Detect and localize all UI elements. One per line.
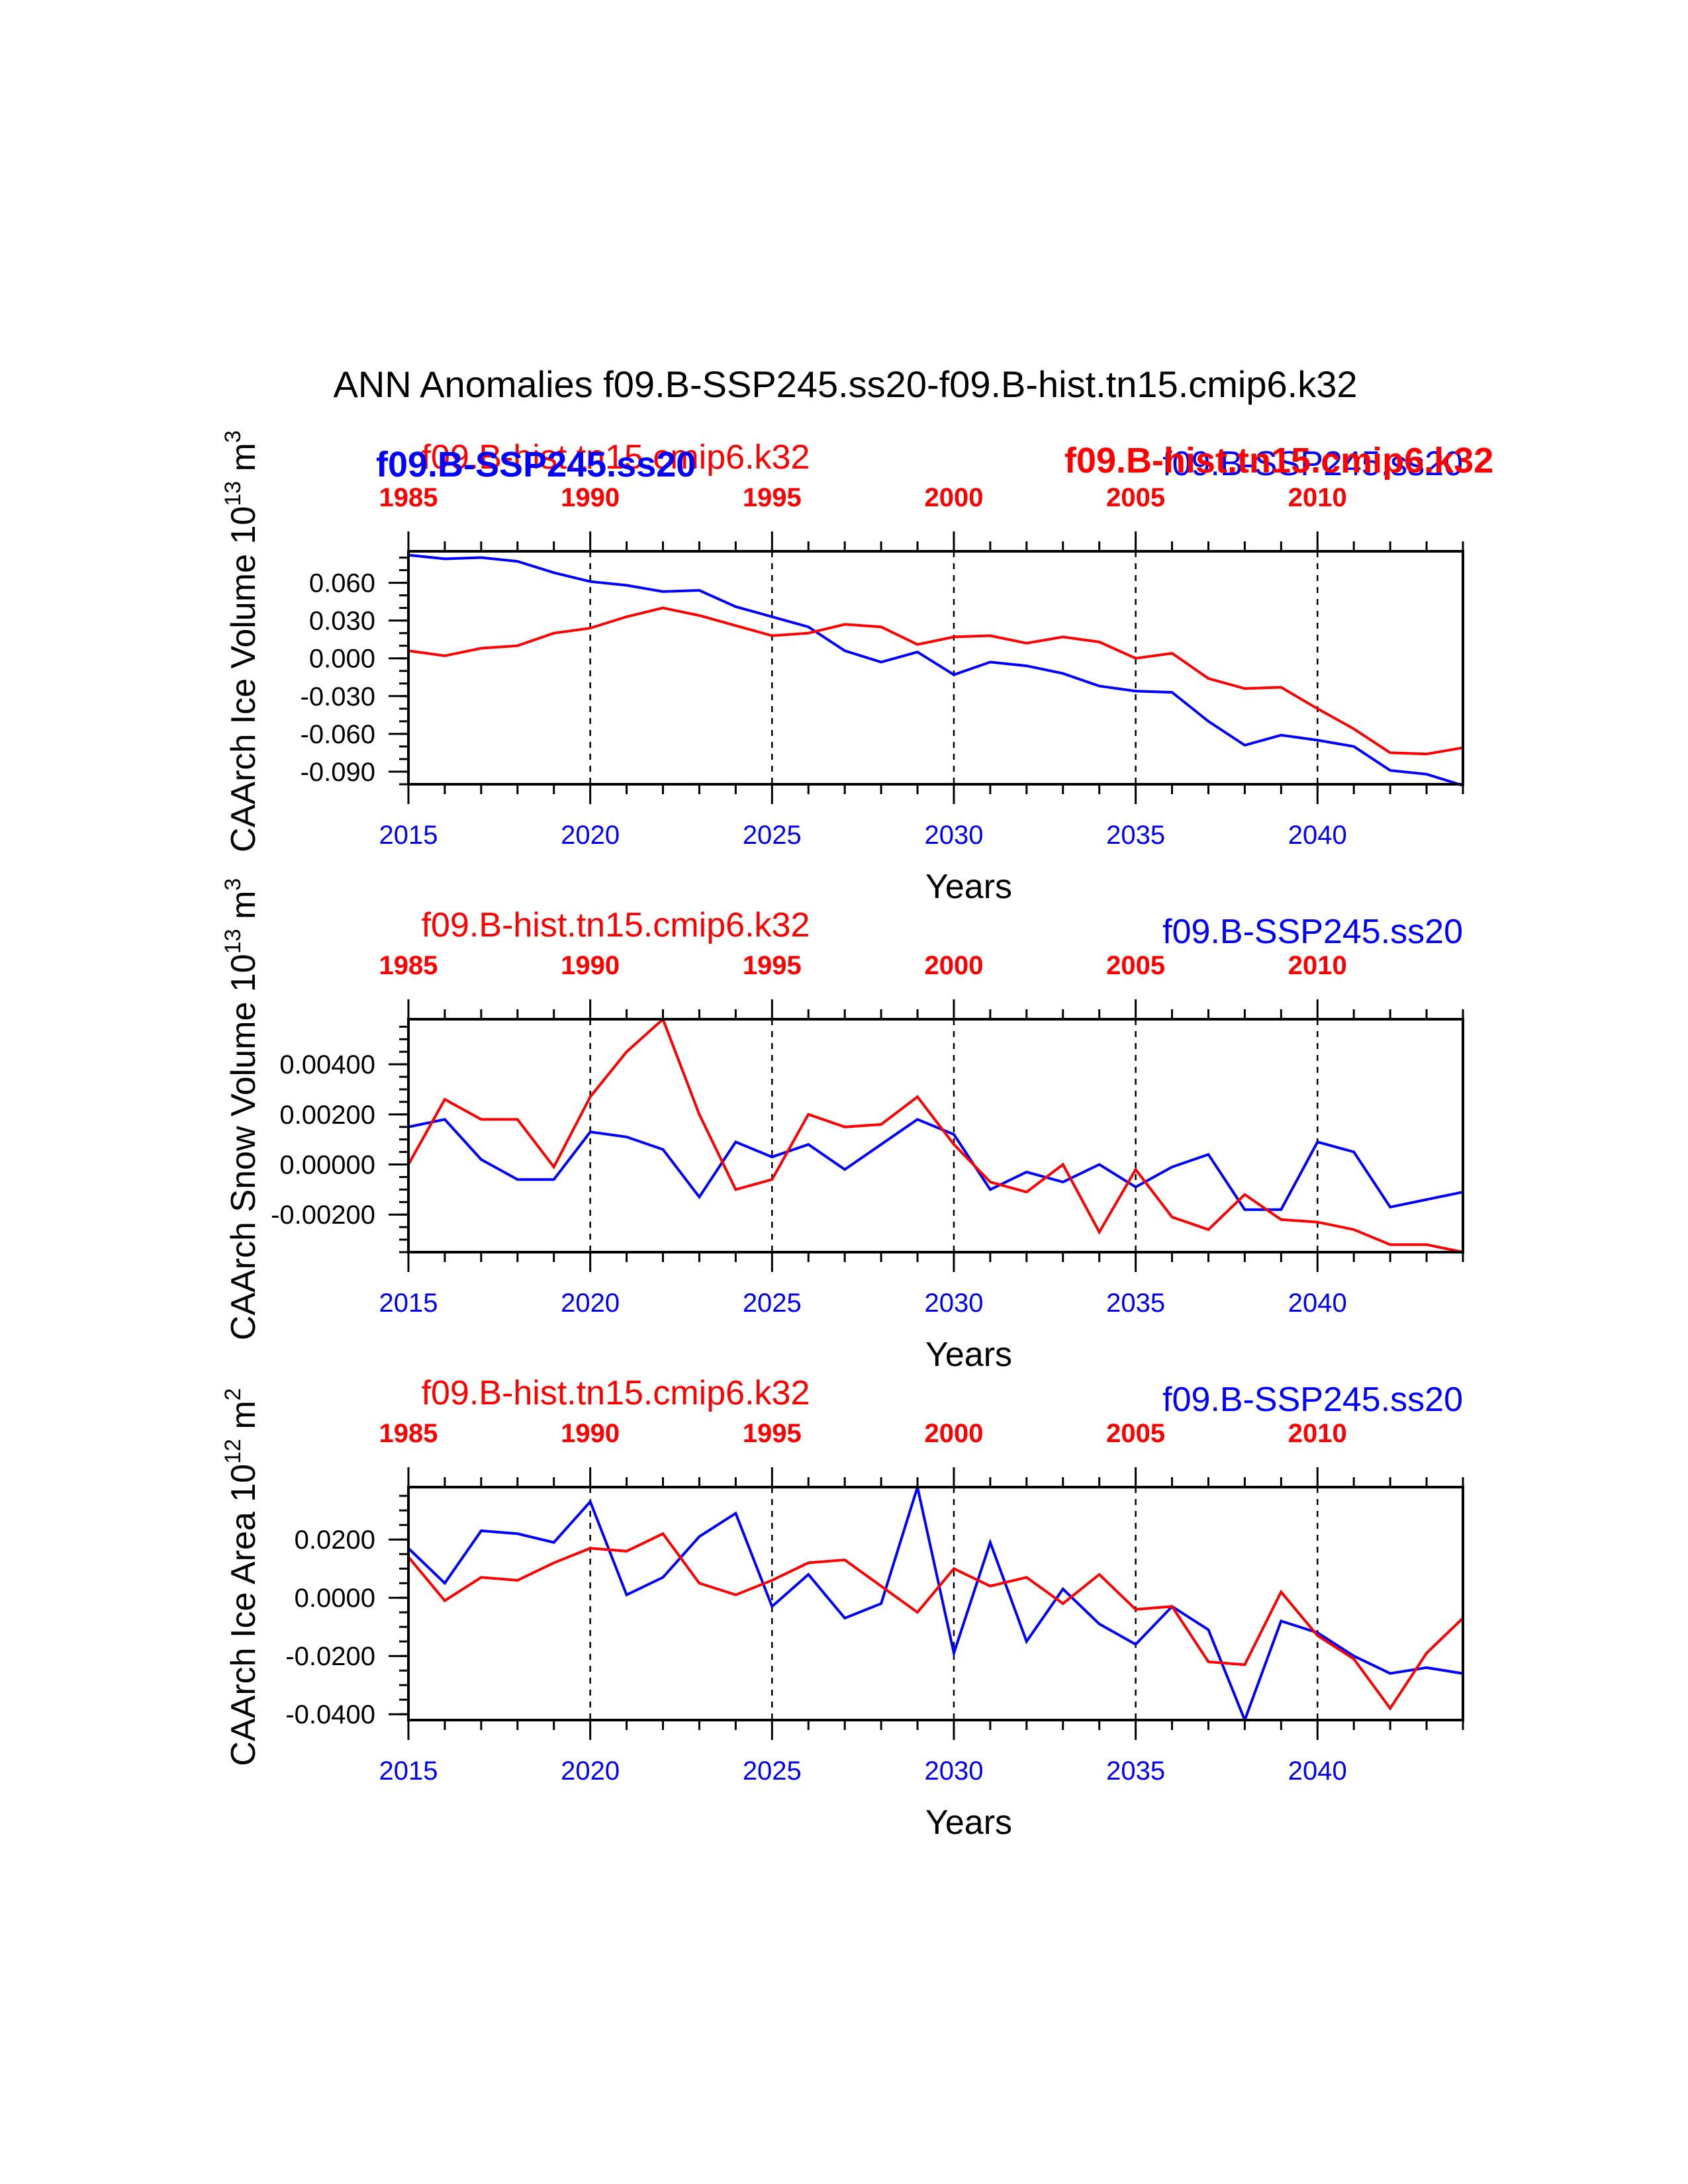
x-tick-label-bottom: 2040 — [1288, 1289, 1347, 1318]
y-axis-title: CAArch Ice Area 1012 m2 — [220, 1388, 263, 1766]
x-tick-label-bottom: 2020 — [561, 1756, 620, 1786]
x-axis-title: Years — [925, 1336, 1012, 1374]
y-tick-label: 0.060 — [309, 569, 375, 598]
x-tick-label-top: 2010 — [1288, 1419, 1347, 1448]
x-tick-label-bottom: 2035 — [1106, 1289, 1165, 1318]
x-tick-label-top: 1995 — [743, 483, 802, 512]
x-tick-label-top: 1995 — [743, 951, 802, 980]
series-label-hist: f09.B-hist.tn15.cmip6.k32 — [422, 438, 810, 477]
y-tick-label: 0.0000 — [295, 1584, 375, 1613]
x-tick-label-top: 2000 — [924, 1419, 983, 1448]
panels: 2015 2020 2025 2030 2035 2040 1985 1990 1995 2000… — [220, 430, 1464, 1842]
x-axis-title: Years — [925, 1803, 1012, 1842]
series-label-hist: f09.B-hist.tn15.cmip6.k32 — [422, 1374, 810, 1412]
x-tick-label-top: 1990 — [561, 1419, 620, 1448]
overlay-left-label: f09.B-SSP245.ss20 — [376, 445, 696, 484]
y-tick-label: -0.00200 — [271, 1201, 375, 1230]
x-tick-label-bottom: 2030 — [924, 821, 983, 850]
x-tick-label-top: 1985 — [379, 1419, 438, 1448]
series-line-hist — [407, 1017, 1464, 1253]
series-line-hist — [408, 606, 1464, 756]
series-label-ssp: f09.B-SSP245.ss20 — [1162, 913, 1463, 951]
x-tick-label-top: 2010 — [1288, 951, 1347, 980]
y-tick-label: 0.030 — [309, 607, 375, 636]
x-tick-label-top: 2005 — [1106, 483, 1165, 512]
x-tick-label-bottom: 2025 — [743, 1289, 802, 1318]
x-tick-label-bottom: 2040 — [1288, 1756, 1347, 1786]
series-line-ssp — [408, 553, 1464, 787]
figure-title: ANN Anomalies f09.B-SSP245.ss20-f09.B-hi… — [334, 363, 1358, 405]
x-tick-label-bottom: 2020 — [561, 821, 620, 850]
x-tick-label-bottom: 2030 — [924, 1289, 983, 1318]
x-tick-label-top: 1985 — [379, 951, 438, 980]
series-label-hist: f09.B-hist.tn15.cmip6.k32 — [422, 906, 810, 944]
x-tick-label-top: 2010 — [1288, 483, 1347, 512]
series-line-ssp — [407, 1482, 1464, 1724]
chart-panel-1: 2015 2020 2025 2030 2035 2040 1985 1990 1995 2000… — [220, 430, 1464, 906]
y-tick-label: 0.00000 — [279, 1151, 375, 1180]
plot-frame — [407, 550, 1464, 786]
overlay-right-label: f09.B-hist.tn15.cmip6.k32 — [1064, 441, 1493, 480]
series-label-ssp: f09.B-SSP245.ss20 — [1162, 1381, 1463, 1419]
y-tick-label: -0.0200 — [285, 1642, 375, 1671]
x-tick-label-top: 2000 — [924, 951, 983, 980]
x-tick-label-bottom: 2015 — [379, 1756, 438, 1786]
y-tick-label: -0.090 — [301, 758, 375, 787]
y-tick-label: -0.060 — [301, 720, 375, 749]
x-tick-label-bottom: 2020 — [561, 1289, 620, 1318]
plot-frame — [407, 1018, 1464, 1253]
plot-frame — [407, 1486, 1464, 1721]
x-tick-label-bottom: 2025 — [743, 821, 802, 850]
x-tick-label-bottom: 2035 — [1106, 821, 1165, 850]
x-tick-label-top: 1985 — [379, 483, 438, 512]
y-tick-label: 0.00200 — [279, 1101, 375, 1130]
series-line-hist — [407, 1531, 1464, 1711]
x-tick-label-top: 2005 — [1106, 951, 1165, 980]
y-tick-label: -0.0400 — [285, 1700, 375, 1729]
series-label-ssp: f09.B-SSP245.ss20 — [1162, 445, 1463, 483]
x-tick-label-top: 2000 — [924, 483, 983, 512]
x-tick-label-top: 1990 — [561, 483, 620, 512]
y-axis-title: CAArch Ice Volume 1013 m3 — [220, 430, 263, 852]
y-axis-title: CAArch Snow Volume 1013 m3 — [220, 878, 263, 1340]
x-tick-label-bottom: 2040 — [1288, 821, 1347, 850]
x-tick-label-top: 1990 — [561, 951, 620, 980]
x-axis-title: Years — [925, 868, 1012, 906]
x-tick-label-bottom: 2015 — [379, 821, 438, 850]
y-tick-label: 0.000 — [309, 645, 375, 674]
chart-panel-3: 2015 2020 2025 2030 2035 2040 1985 1990 1995 2000… — [220, 1374, 1464, 1842]
y-tick-label: 0.0200 — [295, 1525, 375, 1555]
chart-panel-2: 2015 2020 2025 2030 2035 2040 1985 1990 1995 2000… — [220, 878, 1464, 1374]
x-tick-label-bottom: 2025 — [743, 1756, 802, 1786]
x-tick-label-bottom: 2030 — [924, 1756, 983, 1786]
x-tick-label-top: 1995 — [743, 1419, 802, 1448]
y-tick-label: -0.030 — [301, 682, 375, 711]
y-tick-label: 0.00400 — [279, 1050, 375, 1079]
x-tick-label-bottom: 2015 — [379, 1289, 438, 1318]
series-line-ssp — [408, 1118, 1464, 1211]
x-tick-label-top: 2005 — [1106, 1419, 1165, 1448]
x-tick-label-bottom: 2035 — [1106, 1756, 1165, 1786]
